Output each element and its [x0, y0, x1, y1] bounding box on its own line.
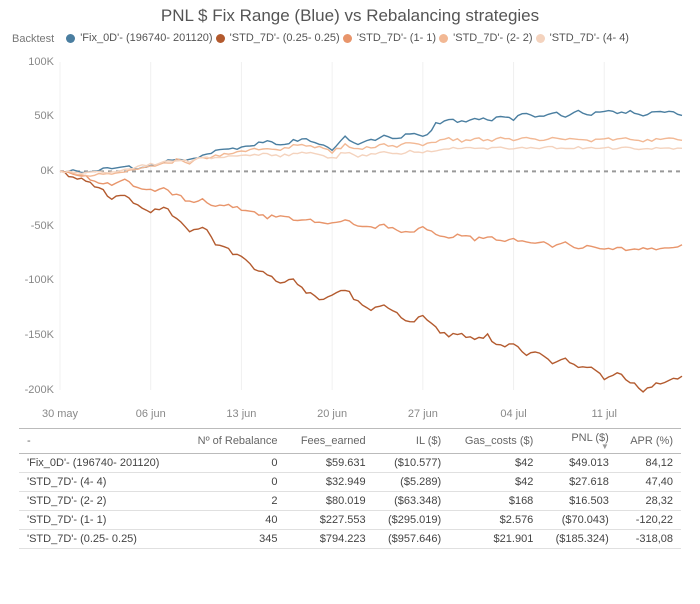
table-cell: 'STD_7D'- (2- 2): [19, 491, 181, 510]
table-cell: 'Fix_0D'- (196740- 201120): [19, 453, 181, 472]
table-cell: 345: [181, 529, 286, 548]
table-cell: $794.223: [285, 529, 373, 548]
y-axis-tick: -100K: [12, 274, 54, 286]
legend-text: 'Fix_0D'- (196740- 201120): [80, 32, 212, 44]
chart-title: PNL $ Fix Range (Blue) vs Rebalancing st…: [12, 6, 688, 26]
table-cell: 'STD_7D'- (0.25- 0.25): [19, 529, 181, 548]
x-axis-tick: 04 jul: [500, 408, 526, 420]
table-row: 'STD_7D'- (2- 2)2$80.019($63.348)$168$16…: [19, 491, 681, 510]
table-cell: 47,40: [617, 472, 681, 491]
x-axis-tick: 30 may: [42, 408, 78, 420]
results-table: -Nº of RebalanceFees_earnedIL ($)Gas_cos…: [19, 428, 681, 549]
legend-item: 'STD_7D'- (4- 4): [536, 32, 629, 44]
table-cell: 0: [181, 472, 286, 491]
x-axis-tick: 27 jun: [408, 408, 438, 420]
y-axis-tick: 50K: [12, 110, 54, 122]
legend-dot: [216, 34, 225, 43]
table-row: 'STD_7D'- (0.25- 0.25)345$794.223($957.6…: [19, 529, 681, 548]
table-cell: $21.901: [449, 529, 541, 548]
table-header[interactable]: Gas_costs ($): [449, 428, 541, 453]
table-row: 'Fix_0D'- (196740- 201120)0$59.631($10.5…: [19, 453, 681, 472]
x-axis-tick: 13 jun: [226, 408, 256, 420]
legend-item: 'STD_7D'- (1- 1): [343, 32, 436, 44]
x-axis-tick: 11 jul: [592, 408, 617, 420]
table-header[interactable]: IL ($): [374, 428, 450, 453]
legend-text: 'STD_7D'- (0.25- 0.25): [230, 32, 340, 44]
table-cell: $16.503: [541, 491, 617, 510]
table-cell: 'STD_7D'- (4- 4): [19, 472, 181, 491]
table-cell: $42: [449, 472, 541, 491]
table-cell: ($295.019): [374, 510, 450, 529]
table-cell: $32.949: [285, 472, 373, 491]
x-axis-tick: 06 jun: [136, 408, 166, 420]
table-cell: ($957.646): [374, 529, 450, 548]
table-cell: $2.576: [449, 510, 541, 529]
table-cell: 84,12: [617, 453, 681, 472]
legend-item: 'Fix_0D'- (196740- 201120): [66, 32, 212, 44]
y-axis-tick: 0K: [12, 165, 54, 177]
table-row: 'STD_7D'- (4- 4)0$32.949($5.289)$42$27.6…: [19, 472, 681, 491]
pnl-line-chart: 100K 50K 0K -50K -100K -150K -200K 30 may 06 ju…: [12, 50, 688, 420]
table-cell: 0: [181, 453, 286, 472]
table-cell: ($10.577): [374, 453, 450, 472]
table-cell: -318,08: [617, 529, 681, 548]
y-axis-tick: -150K: [12, 329, 54, 341]
y-axis-tick: -50K: [12, 220, 54, 232]
table-cell: 'STD_7D'- (1- 1): [19, 510, 181, 529]
legend-dot: [66, 34, 75, 43]
table-cell: $49.013: [541, 453, 617, 472]
table-cell: $168: [449, 491, 541, 510]
table-cell: $227.553: [285, 510, 373, 529]
legend-item: 'STD_7D'- (0.25- 0.25): [216, 32, 340, 44]
legend: Backtest 'Fix_0D'- (196740- 201120) 'STD…: [12, 32, 688, 46]
chart-svg: [12, 50, 688, 420]
legend-item: 'STD_7D'- (2- 2): [439, 32, 532, 44]
table-cell: ($185.324): [541, 529, 617, 548]
legend-text: 'STD_7D'- (1- 1): [357, 32, 436, 44]
legend-text: 'STD_7D'- (4- 4): [550, 32, 629, 44]
table-header[interactable]: PNL ($)▼: [541, 428, 617, 453]
legend-label: Backtest: [12, 33, 54, 45]
legend-dot: [343, 34, 352, 43]
table-cell: $27.618: [541, 472, 617, 491]
table-cell: 28,32: [617, 491, 681, 510]
table-cell: 40: [181, 510, 286, 529]
table-cell: ($5.289): [374, 472, 450, 491]
table-cell: $59.631: [285, 453, 373, 472]
table-header[interactable]: -: [19, 428, 181, 453]
table-header[interactable]: APR (%): [617, 428, 681, 453]
table-header[interactable]: Nº of Rebalance: [181, 428, 286, 453]
legend-dot: [439, 34, 448, 43]
table-cell: $42: [449, 453, 541, 472]
y-axis-tick: -200K: [12, 384, 54, 396]
x-axis-tick: 20 jun: [317, 408, 347, 420]
legend-text: 'STD_7D'- (2- 2): [453, 32, 532, 44]
table-cell: -120,22: [617, 510, 681, 529]
table-cell: ($70.043): [541, 510, 617, 529]
table-cell: $80.019: [285, 491, 373, 510]
table-row: 'STD_7D'- (1- 1)40$227.553($295.019)$2.5…: [19, 510, 681, 529]
y-axis-tick: 100K: [12, 56, 54, 68]
table-cell: ($63.348): [374, 491, 450, 510]
table-header[interactable]: Fees_earned: [285, 428, 373, 453]
legend-dot: [536, 34, 545, 43]
table-cell: 2: [181, 491, 286, 510]
